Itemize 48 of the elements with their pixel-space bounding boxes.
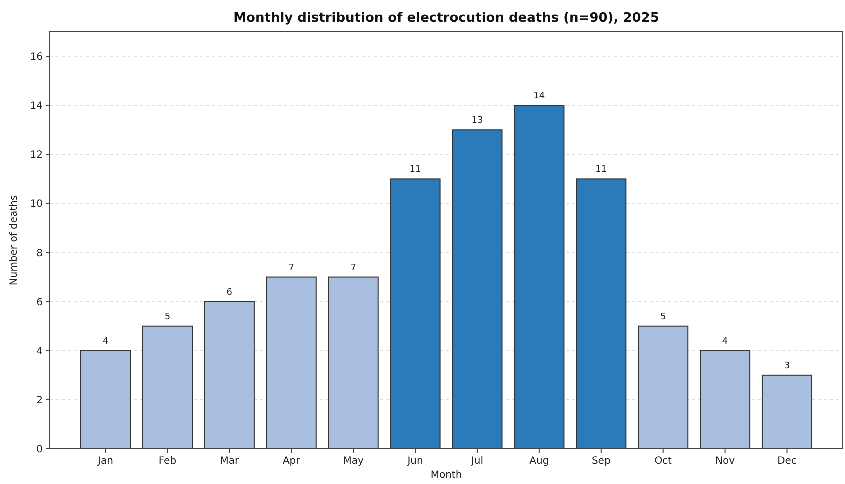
y-tick-label: 4 <box>36 346 43 358</box>
data-label: 6 <box>226 288 233 298</box>
x-tick-label: Jan <box>97 456 114 467</box>
y-tick-label: 16 <box>30 52 43 64</box>
data-label: 11 <box>596 165 608 176</box>
y-tick-label: 6 <box>36 297 43 308</box>
data-label: 3 <box>784 361 790 372</box>
data-label: 7 <box>350 263 356 274</box>
data-label: 4 <box>102 336 109 347</box>
bar <box>576 178 627 450</box>
x-tick-label: Nov <box>716 456 736 467</box>
bar <box>142 326 193 450</box>
x-tick-label: Apr <box>282 456 302 467</box>
data-label: 14 <box>534 92 546 102</box>
x-tick-label: Mar <box>220 456 240 467</box>
data-label: 7 <box>288 263 294 274</box>
data-label: 5 <box>660 312 666 322</box>
y-tick-label: 12 <box>30 150 43 162</box>
bar <box>762 374 813 450</box>
x-tick-label: Jun <box>406 456 424 467</box>
y-axis-title: Number of deaths <box>9 195 20 286</box>
x-tick-label: Oct <box>654 456 672 467</box>
x-tick-label: Feb <box>158 456 177 467</box>
bar <box>328 276 379 450</box>
y-tick-label: 2 <box>36 395 43 406</box>
bar <box>390 178 441 450</box>
bar <box>638 326 689 450</box>
x-tick-label: Dec <box>778 456 797 467</box>
data-label: 4 <box>722 336 728 347</box>
x-tick-label: Jul <box>470 456 484 467</box>
bar <box>204 301 255 450</box>
y-tick-label: 14 <box>30 101 43 112</box>
x-tick-label: Aug <box>530 456 550 467</box>
bar <box>80 350 132 450</box>
x-tick-label: Sep <box>592 456 611 467</box>
data-label: 5 <box>164 312 171 322</box>
data-label: 11 <box>410 165 422 176</box>
y-tick-label: 0 <box>36 444 43 456</box>
data-label: 13 <box>472 116 484 126</box>
bar <box>700 350 751 450</box>
chart-title: Monthly distribution of electrocution deaths (n=90), 2025 <box>234 11 660 26</box>
x-axis-title: Month <box>430 470 462 481</box>
bar <box>514 105 565 450</box>
bar <box>266 276 317 450</box>
y-tick-label: 8 <box>36 248 43 260</box>
x-tick-label: May <box>343 456 364 467</box>
y-tick-label: 10 <box>30 199 43 210</box>
bar <box>452 130 503 450</box>
